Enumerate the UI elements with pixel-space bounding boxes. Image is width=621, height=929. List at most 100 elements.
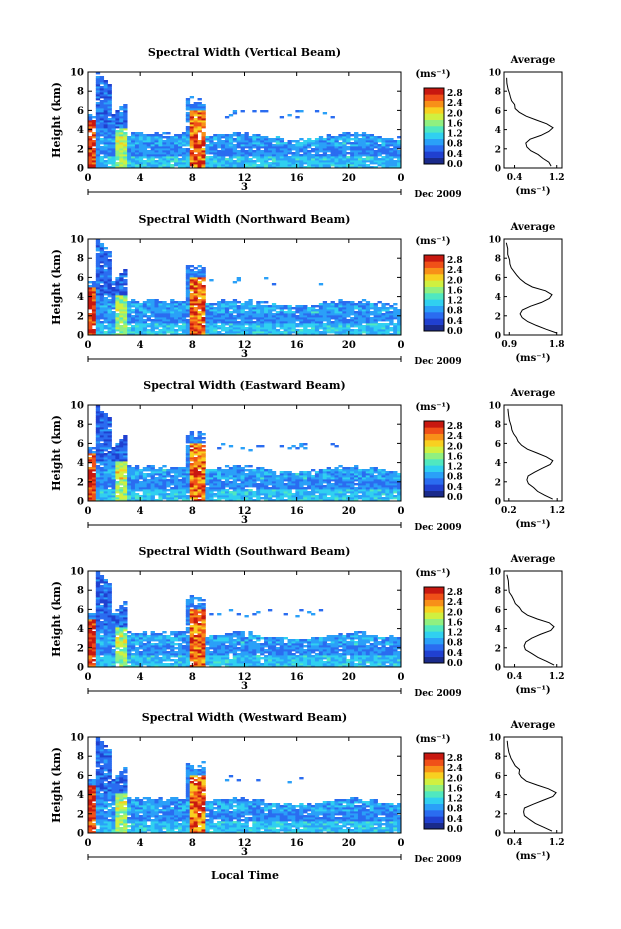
heatmap-cell xyxy=(264,158,269,161)
heatmap-cell xyxy=(134,493,140,496)
heatmap-cell xyxy=(260,331,265,334)
heatmap-cell xyxy=(103,118,108,121)
heatmap-cell xyxy=(287,447,292,450)
heatmap-cell xyxy=(103,132,108,135)
heatmap-cell xyxy=(217,499,222,502)
heatmap-cell xyxy=(150,467,155,470)
heatmap-cell xyxy=(338,489,343,492)
heatmap-cell xyxy=(381,481,386,484)
heatmap-cell xyxy=(134,485,140,488)
heatmap-cell xyxy=(244,489,249,492)
heatmap-cell xyxy=(119,445,124,448)
heatmap-cell xyxy=(267,469,273,472)
heatmap-cell xyxy=(107,100,112,103)
colorbar-tick-label: 1.6 xyxy=(447,286,463,296)
heatmap-cell xyxy=(123,331,128,334)
heatmap-cell xyxy=(91,303,97,306)
heatmap-cell xyxy=(377,146,382,149)
day-label: 3 xyxy=(241,515,248,526)
heatmap-cell xyxy=(91,126,97,129)
heatmap-cell xyxy=(146,138,151,141)
heatmap-cell xyxy=(150,162,155,165)
heatmap-cell xyxy=(174,146,179,149)
heatmap-cell xyxy=(119,158,124,161)
heatmap-cell xyxy=(189,295,195,298)
heatmap-cell xyxy=(123,333,128,336)
heatmap-cell xyxy=(103,579,108,582)
heatmap-cell xyxy=(354,471,359,474)
x-tick-label: 0 xyxy=(85,506,92,517)
heatmap-cell xyxy=(271,148,277,151)
heatmap-cell xyxy=(314,156,320,159)
heatmap-cell xyxy=(381,166,386,169)
heatmap-cell xyxy=(127,140,132,143)
heatmap-cell xyxy=(162,485,167,488)
heatmap-cell xyxy=(279,156,285,159)
heatmap-cell xyxy=(127,150,132,153)
heatmap-cell xyxy=(221,166,226,169)
heatmap-cell xyxy=(209,166,214,169)
heatmap-cell xyxy=(193,447,198,450)
heatmap-cell xyxy=(334,136,339,139)
heatmap-cell xyxy=(354,138,359,141)
heatmap-cell xyxy=(99,90,105,93)
heatmap-cell xyxy=(209,495,214,498)
heatmap-cell xyxy=(201,152,206,155)
heatmap-cell xyxy=(193,289,198,292)
heatmap-cell xyxy=(240,303,245,306)
heatmap-cell xyxy=(264,164,269,167)
heatmap-cell xyxy=(307,317,312,320)
heatmap-cell xyxy=(240,146,245,149)
heatmap-cell xyxy=(365,333,371,336)
heatmap-cell xyxy=(303,329,308,332)
heatmap-cell xyxy=(228,142,234,145)
heatmap-cell xyxy=(326,162,331,165)
heatmap-cell xyxy=(119,293,124,296)
heatmap-cell xyxy=(88,325,93,328)
heatmap-cell xyxy=(248,166,253,169)
heatmap-cell xyxy=(361,489,367,492)
heatmap-cell xyxy=(279,154,285,157)
heatmap-cell xyxy=(146,479,151,482)
heatmap-cell xyxy=(193,463,198,466)
average-y-tick-label: 2 xyxy=(495,145,501,155)
heatmap-cell xyxy=(193,112,198,115)
heatmap-cell xyxy=(342,144,347,147)
heatmap-cell xyxy=(236,325,241,328)
heatmap-cell xyxy=(103,164,108,167)
heatmap-cell xyxy=(369,144,375,147)
heatmap-cell xyxy=(381,307,386,310)
heatmap-cell xyxy=(185,319,191,322)
heatmap-cell xyxy=(127,331,132,334)
heatmap-cell xyxy=(299,489,304,492)
heatmap-cell xyxy=(385,323,390,326)
heatmap-cell xyxy=(146,140,151,143)
heatmap-cell xyxy=(193,160,198,163)
heatmap-cell xyxy=(88,489,93,492)
heatmap-cell xyxy=(146,491,151,494)
heatmap-cell xyxy=(119,497,124,500)
heatmap-cell xyxy=(123,455,128,458)
heatmap-cell xyxy=(150,495,155,498)
date-label: Dec 2009 xyxy=(414,357,461,367)
heatmap-cell xyxy=(205,307,210,310)
heatmap-cell xyxy=(295,309,300,312)
heatmap-cell xyxy=(354,162,359,165)
heatmap-cell xyxy=(103,311,108,314)
heatmap-cell xyxy=(189,305,195,308)
heatmap-cell xyxy=(162,313,167,316)
heatmap-cell xyxy=(193,481,198,484)
heatmap-cell xyxy=(123,281,128,284)
heatmap-cell xyxy=(307,140,312,143)
heatmap-cell xyxy=(166,469,171,472)
heatmap-cell xyxy=(170,154,175,157)
heatmap-cell xyxy=(275,148,281,151)
heatmap-cell xyxy=(103,465,108,468)
heatmap-cell xyxy=(103,255,108,258)
heatmap-cell xyxy=(193,333,198,336)
heatmap-cell xyxy=(115,451,120,454)
heatmap-cell xyxy=(291,166,296,169)
heatmap-cell xyxy=(111,451,116,454)
average-x-tick-label: 1.2 xyxy=(549,506,565,516)
heatmap-cell xyxy=(138,158,144,161)
